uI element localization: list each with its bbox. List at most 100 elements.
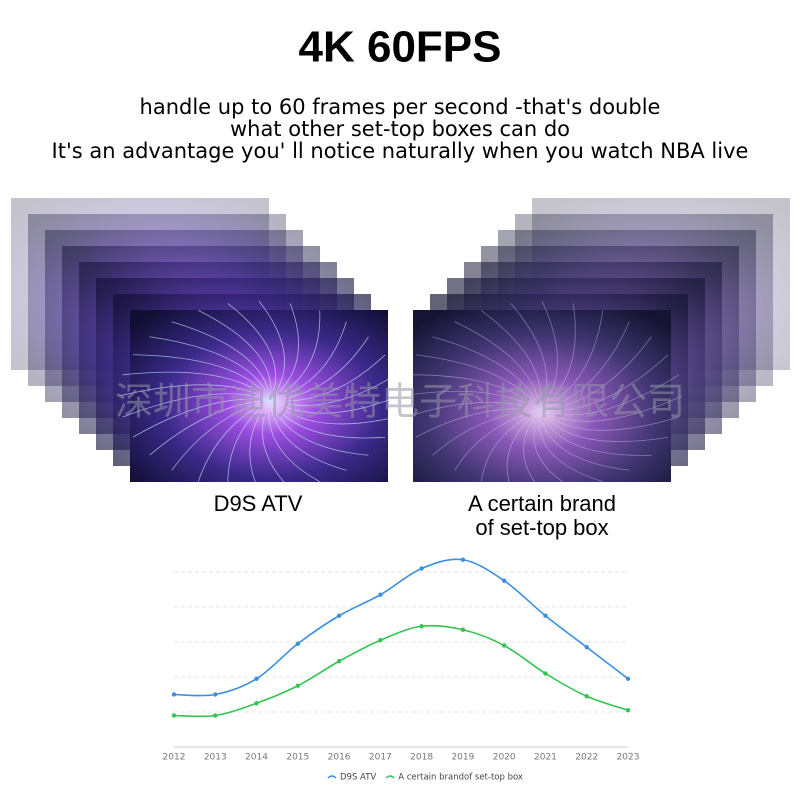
light-streak: [269, 354, 386, 402]
light-streak: [539, 409, 679, 431]
legend-swatch: [327, 775, 337, 779]
light-streak: [539, 409, 669, 442]
x-tick-label: 2012: [163, 753, 186, 763]
data-point: [543, 613, 548, 618]
x-tick-label: 2021: [534, 753, 557, 763]
caption: A certain brand: [468, 491, 616, 516]
watermark: 深圳市迪优美特电子科技有限公司: [115, 380, 685, 424]
light-streak: [269, 399, 369, 456]
light-streak: [269, 374, 396, 406]
data-point: [295, 683, 301, 688]
light-streak: [480, 409, 541, 482]
data-point: [460, 627, 466, 632]
frame-mask: [388, 300, 413, 482]
subtitle-line: what other set-top boxes can do: [230, 117, 570, 141]
light-streak: [269, 321, 347, 401]
frame: [413, 310, 671, 482]
light-streak: [481, 310, 542, 411]
light-streak: [432, 336, 541, 411]
subtitle-line: It's an advantage you' ll notice natural…: [52, 139, 749, 163]
frame: [130, 310, 388, 482]
data-point: [213, 713, 218, 718]
light-streak: [539, 374, 679, 416]
legend-label: A certain brandof set-top box: [398, 773, 523, 783]
light-streak: [269, 395, 400, 414]
light-streak: [227, 303, 277, 401]
light-streak: [227, 399, 271, 489]
light-streak: [539, 395, 683, 422]
light-streak: [262, 399, 291, 489]
data-point: [254, 701, 259, 706]
light-streak: [454, 321, 541, 411]
caption: D9S ATV: [214, 491, 303, 516]
x-tick-label: 2014: [245, 753, 268, 763]
data-point: [501, 643, 507, 648]
light-streak: [269, 336, 369, 401]
subtitle-line: handle up to 60 frames per second -that'…: [140, 95, 661, 119]
title: 4K 60FPS: [299, 23, 502, 72]
light-streak: [415, 354, 541, 411]
x-tick-label: 2018: [410, 753, 433, 763]
light-streak: [539, 409, 652, 456]
light-streak: [538, 409, 603, 482]
x-tick-label: 2020: [493, 753, 516, 763]
light-streak: [539, 409, 630, 471]
data-point: [336, 613, 342, 618]
x-tick-label: 2016: [328, 753, 351, 763]
light-streak: [432, 409, 541, 456]
data-point: [171, 692, 177, 697]
data-point: [625, 676, 631, 681]
light-streak: [506, 409, 541, 489]
light-streak: [405, 374, 541, 411]
x-tick-label: 2017: [369, 753, 392, 763]
light-streak: [510, 303, 547, 411]
data-point: [378, 592, 383, 597]
data-point: [419, 624, 424, 629]
series-line: [173, 558, 629, 697]
light-streak: [132, 398, 271, 438]
data-point: [171, 713, 177, 718]
light-streak: [268, 399, 320, 482]
data-point: [336, 659, 342, 664]
series-line: [173, 624, 629, 718]
light-streak: [118, 384, 271, 401]
data-point: [419, 566, 424, 571]
data-point: [460, 557, 466, 562]
light-streak: [269, 399, 347, 471]
light-streak: [539, 336, 652, 411]
data-point: [254, 676, 259, 681]
light-streak: [198, 310, 272, 401]
comparison-images: [0, 198, 800, 502]
x-tick-label: 2023: [617, 753, 640, 763]
frame-mask: [0, 482, 800, 502]
light-streak: [171, 399, 271, 471]
legend-swatch: [385, 775, 395, 779]
light-streak: [269, 303, 299, 401]
x-tick-label: 2013: [204, 753, 227, 763]
light-streak: [269, 310, 321, 401]
x-tick-label: 2019: [451, 753, 474, 763]
light-streak: [454, 409, 541, 471]
legend-label: D9S ATV: [340, 773, 376, 783]
data-point: [378, 638, 383, 643]
light-streak: [539, 303, 576, 411]
light-streak: [405, 401, 541, 418]
light-streak: [401, 390, 541, 411]
light-streak: [415, 408, 541, 438]
data-point: [543, 671, 548, 676]
data-point: [584, 645, 589, 650]
light-streak: [269, 399, 396, 425]
light-streak: [149, 336, 271, 401]
light-streak: [539, 300, 558, 411]
x-tick-label: 2015: [286, 753, 309, 763]
light-streak: [122, 393, 271, 418]
light-streak: [197, 399, 271, 482]
data-point: [295, 641, 301, 646]
data-point: [584, 694, 589, 699]
light-streak: [249, 399, 271, 492]
data-point: [625, 708, 631, 713]
light-streak: [533, 409, 574, 489]
data-point: [213, 692, 218, 697]
light-streak: [149, 399, 271, 456]
